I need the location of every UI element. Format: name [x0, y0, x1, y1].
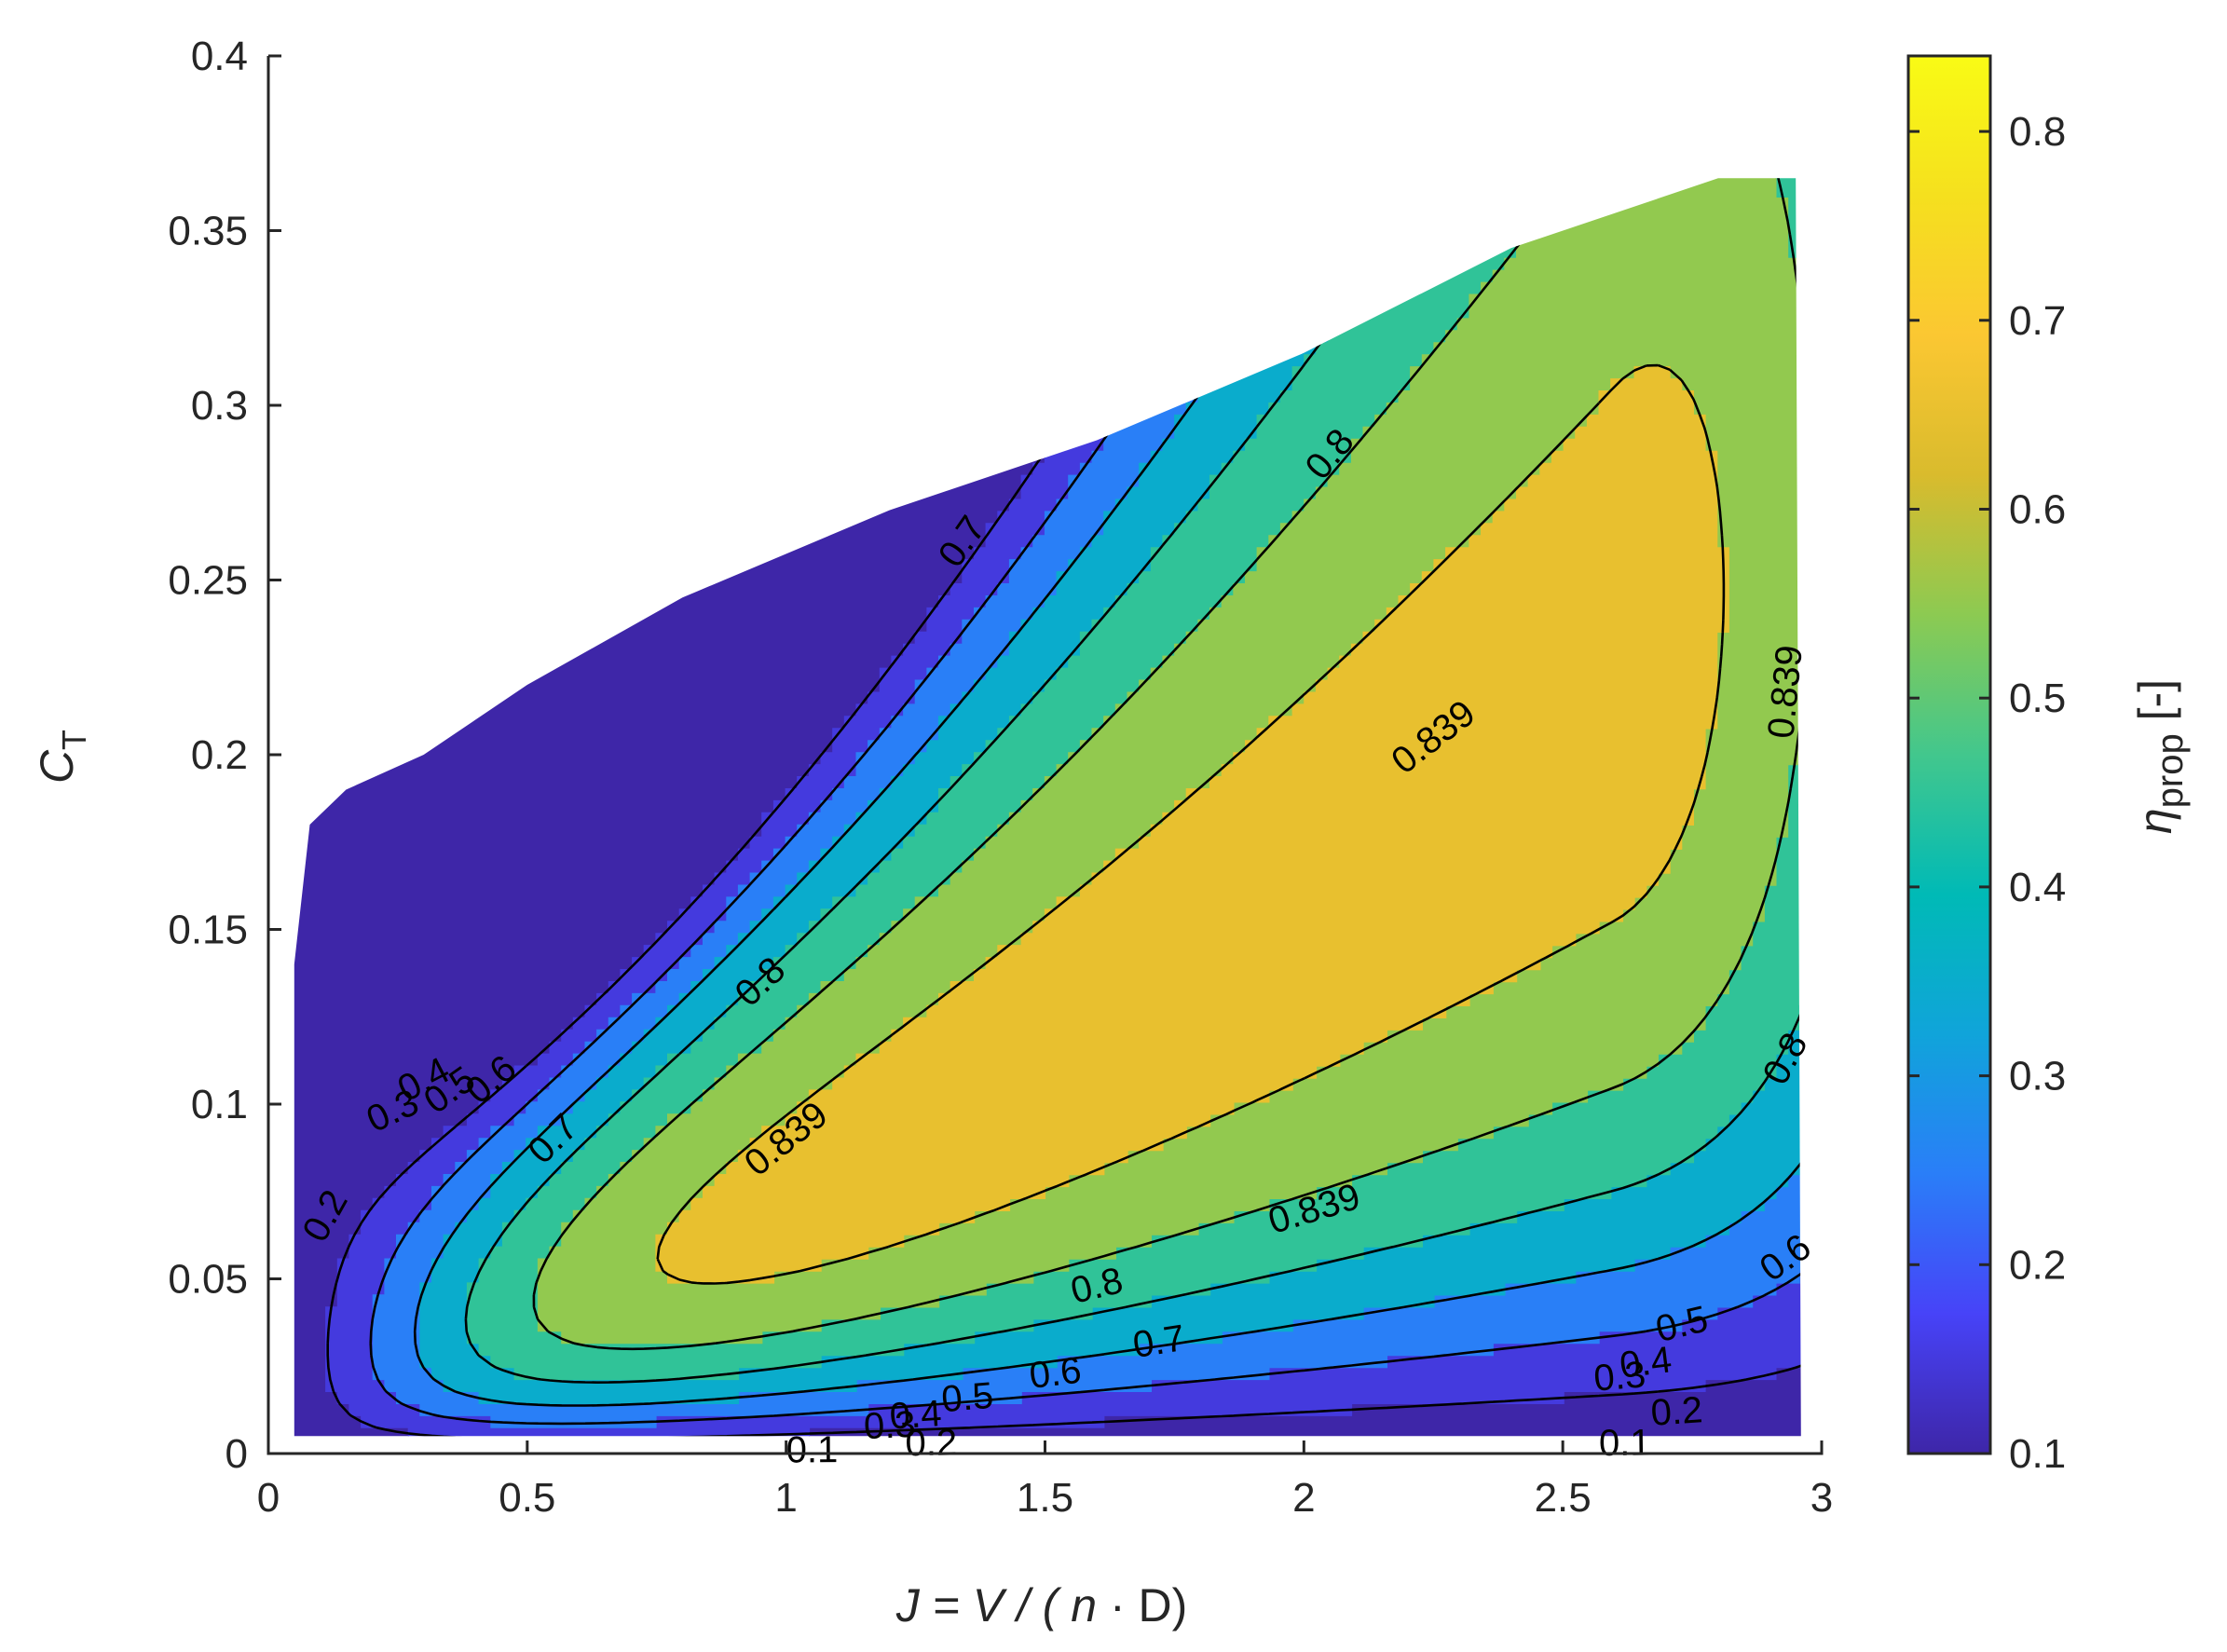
x-tick-label: 0: [257, 1475, 280, 1521]
colorbar-tick-label: 0.4: [2009, 865, 2066, 910]
colorbar-title-eta: η: [2129, 808, 2181, 834]
y-tick-label: 0.35: [168, 209, 248, 254]
contour-label-1: 0.2: [905, 1422, 957, 1464]
y-tick-label: 0.15: [168, 908, 248, 953]
x-tick-label: 2: [1292, 1475, 1315, 1521]
contour-label-6: 0.7: [1130, 1318, 1188, 1366]
y-axis-title-main: C: [31, 749, 83, 784]
colorbar-tick-label: 0.2: [2009, 1242, 2066, 1288]
x-axis-title-upright: · D): [1097, 1579, 1187, 1632]
contour-band-2: [372, 178, 1801, 1428]
colorbar-tick-label: 0.3: [2009, 1054, 2066, 1099]
contour-label-2: 0.3: [863, 1404, 917, 1447]
colorbar-title: ηprop [-]: [2129, 679, 2191, 834]
colorbar-tick-label: 0.6: [2009, 486, 2066, 532]
svg-text:CT: CT: [31, 730, 93, 784]
y-tick-label: 0.3: [191, 383, 248, 429]
colorbar-tick-label: 0.1: [2009, 1431, 2066, 1477]
colorbar-gradient: [1906, 54, 1992, 1455]
contour-label-4: 0.5: [940, 1375, 995, 1421]
colorbar-title-sub: prop: [2150, 733, 2191, 808]
x-tick-label: 1: [774, 1475, 797, 1521]
contour-label-27: 0.1: [1599, 1422, 1651, 1464]
colorbar-title-unit: [-]: [2129, 679, 2181, 733]
y-tick-label: 0.05: [168, 1257, 248, 1303]
plot-area: 0.1 0.20.30.40.50.60.70.80.8390.8390.80.7…: [294, 178, 1819, 1470]
contour-line-0-3: [413, 178, 1801, 1407]
colorbar-tick-label: 0.5: [2009, 676, 2066, 721]
contour-band-6: [655, 366, 1729, 1284]
x-tick-label: 2.5: [1535, 1475, 1592, 1521]
contour-label-26: 0.2: [1649, 1389, 1704, 1434]
colorbar: 0.1 0.2 0.3 0.4 0.5 0.6 0.7 0.8: [1906, 54, 2066, 1477]
x-axis-title: J = V / ( n · D): [895, 1579, 1188, 1632]
contour-label-24: 0.4: [1618, 1339, 1674, 1386]
y-axis-title: CT: [31, 730, 93, 784]
contour-label-20: 0.839: [1760, 644, 1810, 741]
svg-text:ηprop [-]: ηprop [-]: [2129, 679, 2191, 834]
x-axis-title-italic: J = V / ( n: [895, 1579, 1097, 1632]
contour-band-5: [537, 178, 1801, 1345]
x-tick-label: 0.5: [499, 1475, 555, 1521]
colorbar-tick-label: 0.8: [2009, 109, 2066, 155]
y-tick-label: 0.4: [191, 34, 248, 79]
y-tick-label: 0.2: [191, 732, 248, 778]
y-tick-label: 0.25: [168, 558, 248, 604]
contour-label-25: 0.3: [1592, 1354, 1647, 1399]
colorbar-tick-label: 0.7: [2009, 298, 2066, 344]
contour-fill-layer: [294, 178, 1801, 1437]
y-tick-label: 0: [225, 1431, 248, 1477]
contour-label-5: 0.6: [1027, 1350, 1083, 1397]
contour-label-0: 0.1: [786, 1429, 839, 1470]
x-tick-label: 1.5: [1017, 1475, 1073, 1521]
contour-line-0-6: [656, 363, 1726, 1285]
y-axis-title-sub: T: [55, 730, 93, 750]
axes: 0 0.5 1 1.5 2 2.5 3 0 0.05 0.1 0.15 0.2 0.25 0.3 0.35 0…: [168, 34, 1833, 1521]
contour-line-0-4: [464, 178, 1801, 1384]
contour-label-3: 0.4: [888, 1393, 942, 1437]
y-tick-label: 0.1: [191, 1082, 248, 1127]
svg-text:J = V / ( n · D): J = V / ( n · D): [895, 1579, 1188, 1632]
x-tick-label: 3: [1810, 1475, 1833, 1521]
